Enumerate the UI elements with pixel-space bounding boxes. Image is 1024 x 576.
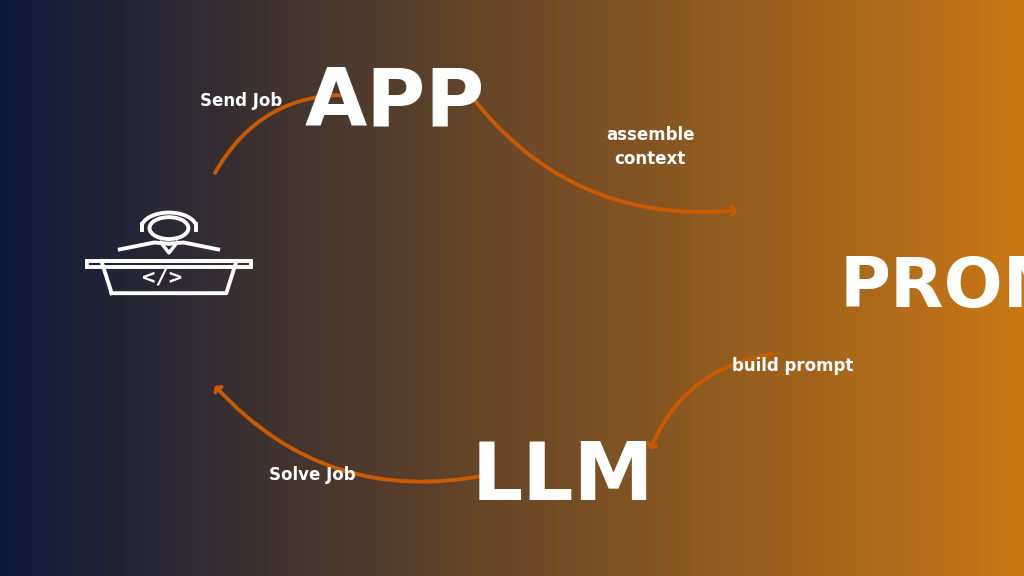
Text: build prompt: build prompt xyxy=(732,357,854,375)
Text: LLM: LLM xyxy=(472,439,654,517)
Text: Send Job: Send Job xyxy=(200,92,282,110)
Text: </>: </> xyxy=(142,267,196,287)
Text: Solve Job: Solve Job xyxy=(269,466,355,484)
Text: assemble
context: assemble context xyxy=(606,126,694,168)
Text: APP: APP xyxy=(304,65,484,143)
Text: PROMPT: PROMPT xyxy=(840,255,1024,321)
